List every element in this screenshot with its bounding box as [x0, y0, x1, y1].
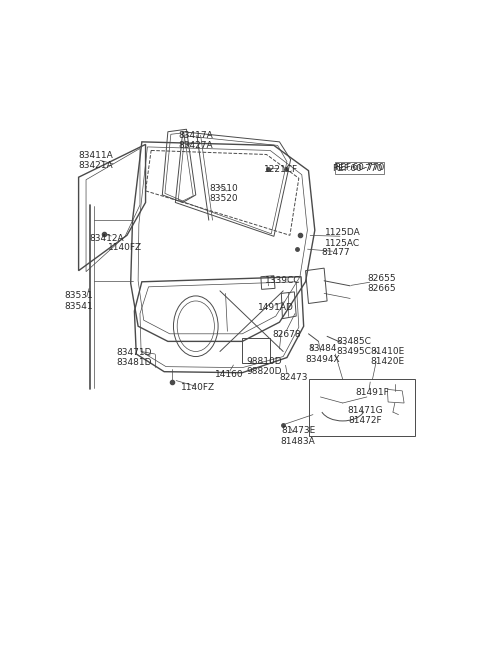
Text: 82655
82665: 82655 82665 [368, 274, 396, 293]
Text: 81491F: 81491F [356, 388, 389, 398]
Text: REF.60-770: REF.60-770 [333, 163, 383, 173]
Text: REF.60-770: REF.60-770 [334, 163, 384, 172]
Text: 83411A
83421A: 83411A 83421A [78, 151, 113, 171]
Text: 83485C
83495C: 83485C 83495C [336, 337, 372, 356]
Text: 83510
83520: 83510 83520 [209, 184, 238, 203]
Bar [309, 379, 415, 436]
Text: 83412A: 83412A [89, 234, 124, 243]
Text: 81477: 81477 [321, 249, 349, 258]
Text: 1125DA
1125AC: 1125DA 1125AC [325, 228, 360, 247]
Text: 83417A
83427A: 83417A 83427A [179, 131, 213, 150]
Text: 82473: 82473 [279, 373, 308, 382]
Bar [335, 161, 384, 174]
Text: 1221CF: 1221CF [264, 165, 299, 174]
Text: 82678: 82678 [273, 331, 301, 339]
Text: 81410E
81420E: 81410E 81420E [370, 347, 405, 366]
Text: 83471D
83481D: 83471D 83481D [117, 348, 152, 367]
Text: 83484
83494X: 83484 83494X [305, 344, 339, 363]
Text: 1140FZ: 1140FZ [108, 243, 142, 253]
Text: 14160: 14160 [215, 370, 243, 379]
Text: 83531
83541: 83531 83541 [64, 291, 93, 311]
Text: 81473E
81483A: 81473E 81483A [281, 426, 315, 445]
Text: 1491AD: 1491AD [258, 302, 294, 312]
Text: 81471G
81472F: 81471G 81472F [347, 406, 383, 425]
Text: 1339CC: 1339CC [265, 276, 301, 285]
Text: 1140FZ: 1140FZ [180, 383, 215, 392]
Bar [242, 338, 270, 363]
Text: 98810D
98820D: 98810D 98820D [246, 357, 282, 377]
